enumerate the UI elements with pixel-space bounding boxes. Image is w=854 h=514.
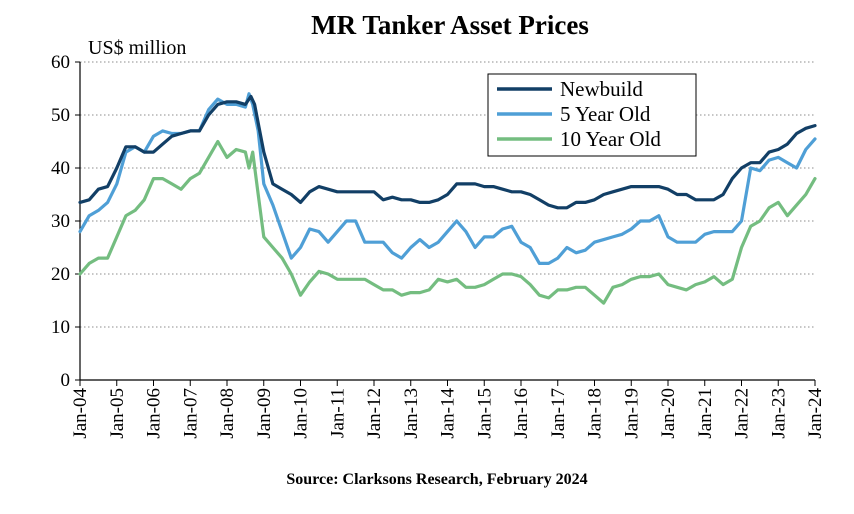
x-tick-label-Jan-11: Jan-11 — [327, 388, 348, 438]
x-tick-label-Jan-21: Jan-21 — [695, 388, 716, 439]
x-tick-label-Jan-20: Jan-20 — [658, 388, 679, 439]
x-tick-label-Jan-24: Jan-24 — [805, 388, 826, 439]
y-tick-label-40: 40 — [51, 158, 70, 179]
x-axis-ticks: Jan-04 Jan-05 Jan-06 Jan-07 Jan-08 Jan-09 Jan-… — [70, 380, 826, 439]
x-tick-label-Jan-12: Jan-12 — [364, 388, 385, 439]
x-tick-label-Jan-15: Jan-15 — [474, 388, 495, 439]
x-tick-label-Jan-23: Jan-23 — [768, 388, 789, 439]
x-tick-label-Jan-07: Jan-07 — [180, 388, 201, 439]
series-line-5-year-old — [78, 92, 817, 265]
chart-title: MR Tanker Asset Prices — [311, 10, 589, 40]
x-tick-label-Jan-10: Jan-10 — [291, 388, 312, 439]
x-tick-label-Jan-05: Jan-05 — [107, 388, 128, 439]
y-tick-label-20: 20 — [51, 264, 70, 285]
y-axis-ticks: 0 10 20 30 40 50 60 — [51, 52, 80, 391]
y-tick-label-60: 60 — [51, 52, 70, 73]
x-tick-label-Jan-08: Jan-08 — [217, 388, 238, 439]
y-tick-label-10: 10 — [51, 317, 70, 338]
x-tick-label-Jan-16: Jan-16 — [511, 388, 532, 439]
y-axis-label: US$ million — [88, 37, 186, 59]
x-tick-label-Jan-14: Jan-14 — [438, 388, 459, 439]
source-note: Source: Clarksons Research, February 202… — [286, 471, 587, 488]
y-tick-label-30: 30 — [51, 211, 70, 232]
x-tick-label-Jan-13: Jan-13 — [401, 388, 422, 439]
x-tick-label-Jan-18: Jan-18 — [585, 388, 606, 439]
y-tick-label-0: 0 — [61, 370, 71, 391]
x-tick-label-Jan-04: Jan-04 — [70, 388, 91, 439]
series-line-newbuild — [78, 94, 817, 210]
x-tick-label-Jan-06: Jan-06 — [144, 388, 165, 439]
legend-label-10-year-old: 10 Year Old — [560, 127, 661, 151]
y-tick-label-50: 50 — [51, 105, 70, 126]
x-tick-label-Jan-09: Jan-09 — [254, 388, 275, 439]
legend-label-newbuild: Newbuild — [560, 77, 643, 101]
legend-label-5-year-old: 5 Year Old — [560, 102, 651, 126]
series-line-10-year-old — [78, 139, 817, 305]
series-lines — [78, 92, 817, 305]
x-tick-label-Jan-19: Jan-19 — [621, 388, 642, 439]
x-tick-label-Jan-17: Jan-17 — [548, 388, 569, 439]
x-tick-label-Jan-22: Jan-22 — [732, 388, 753, 439]
